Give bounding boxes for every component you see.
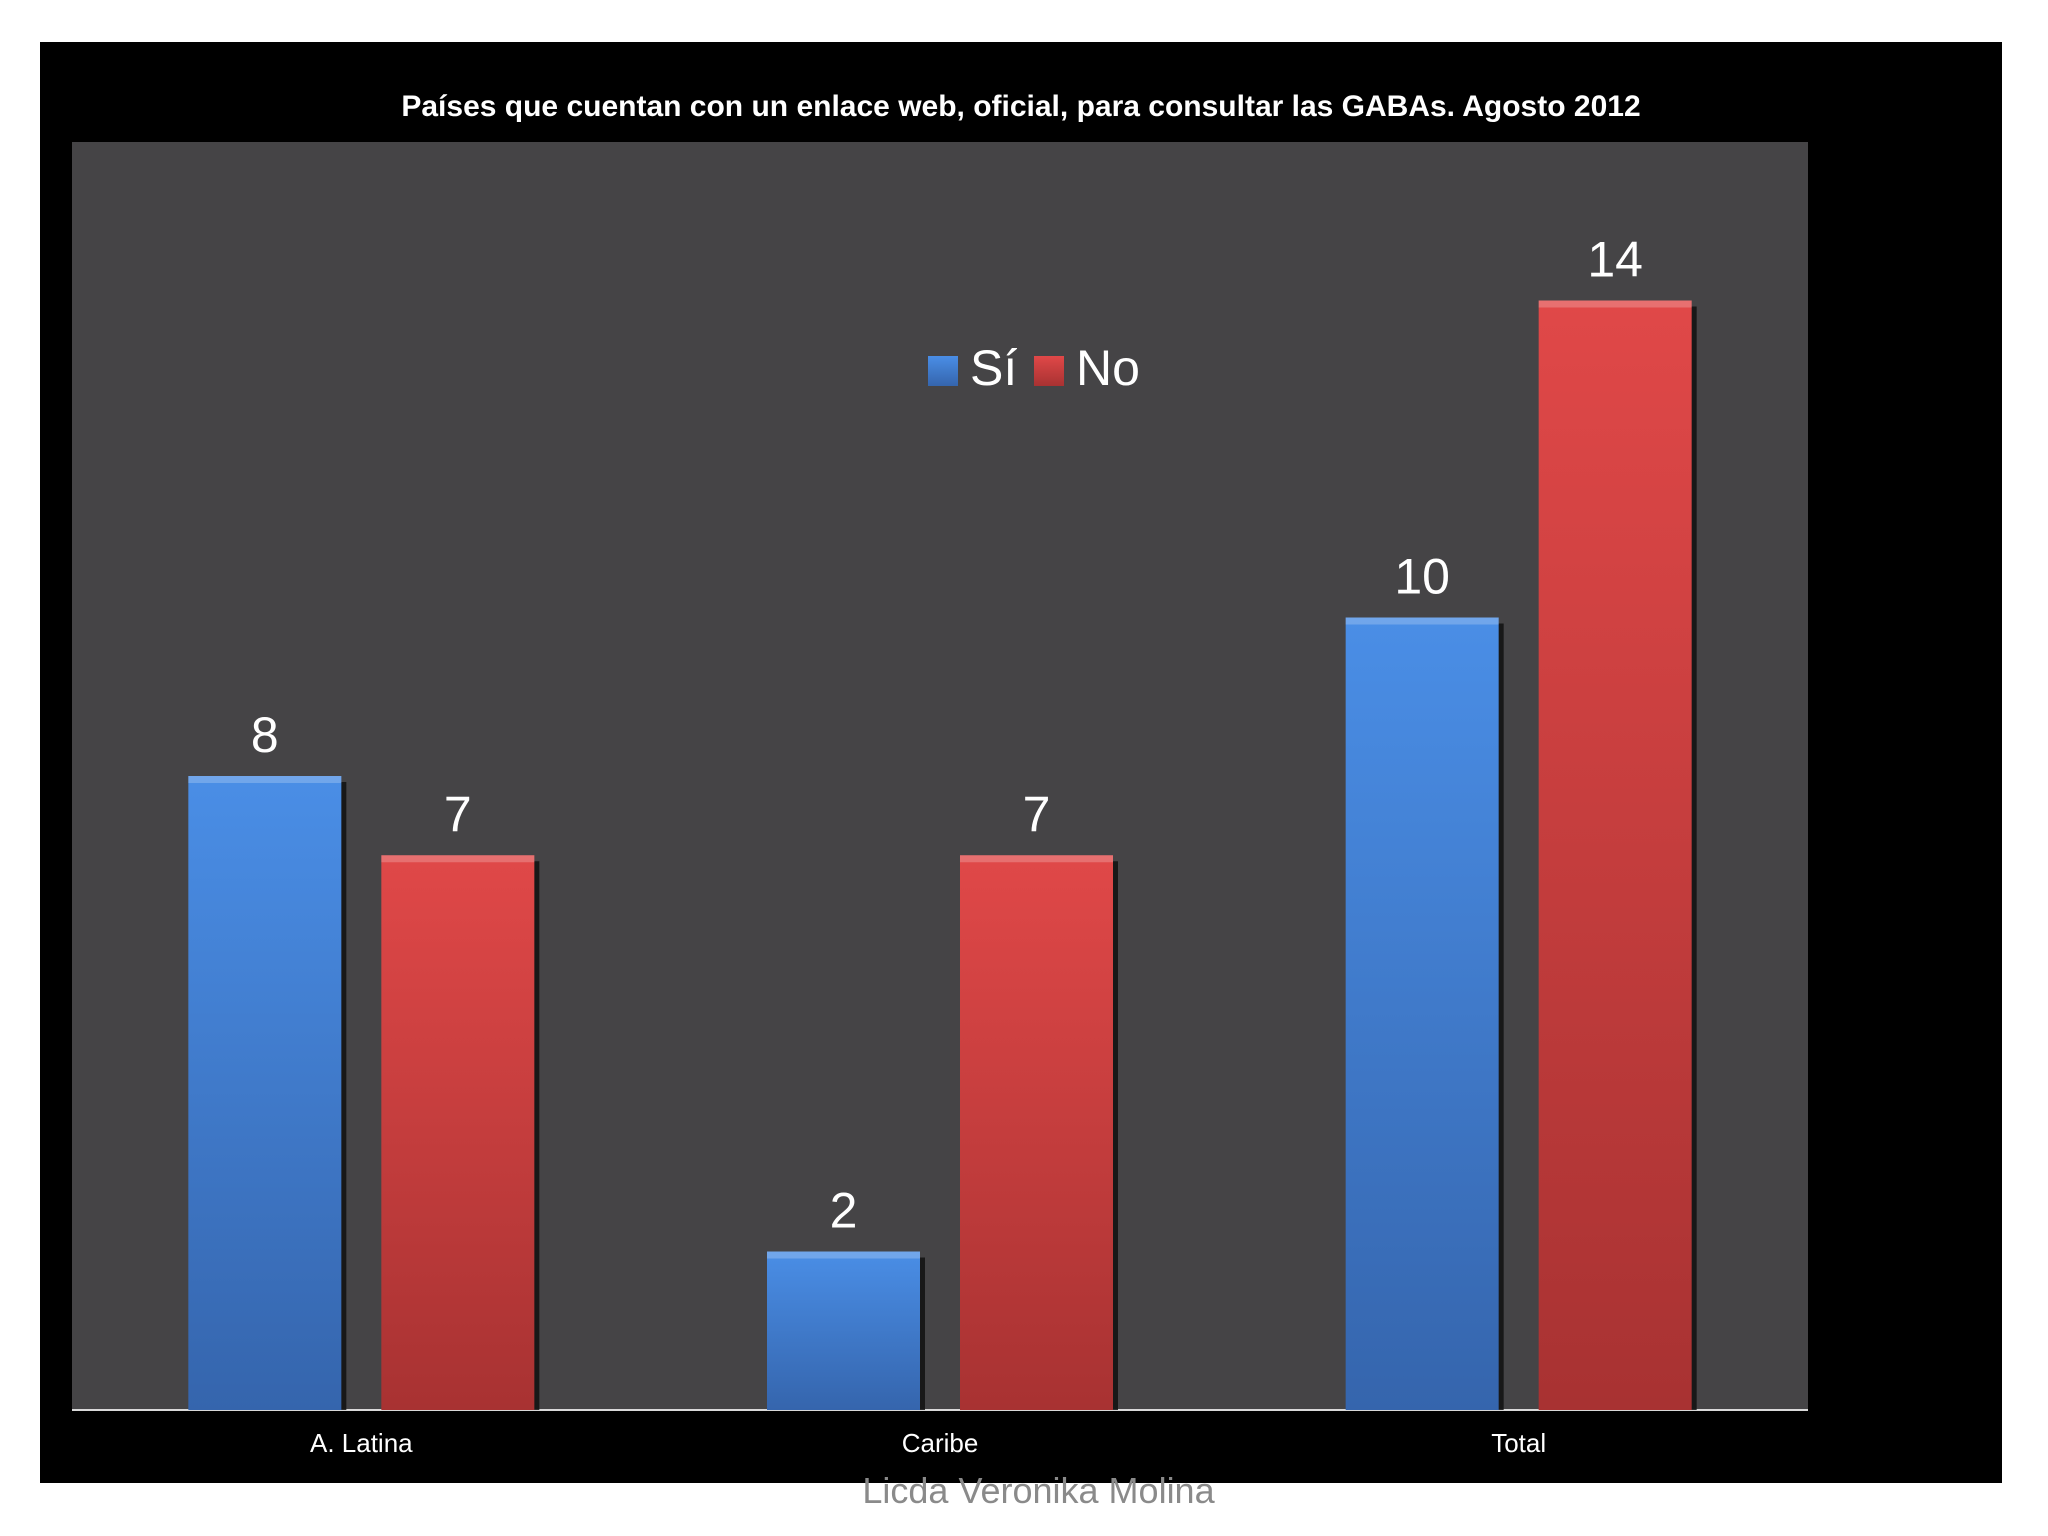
data-label: 7 xyxy=(444,786,472,842)
bar-bevel xyxy=(188,776,342,783)
x-tick-label: Caribe xyxy=(902,1428,979,1458)
bar-no-0 xyxy=(381,855,535,1410)
data-label: 8 xyxy=(251,707,279,763)
x-tick-label: Total xyxy=(1491,1428,1546,1458)
bar-bevel xyxy=(767,1251,920,1259)
legend-label-no: No xyxy=(1076,340,1140,396)
chart-slide: Países que cuentan con un enlace web, of… xyxy=(40,42,2002,1483)
footer-credit: Licda Veronika Molina xyxy=(862,1470,1215,1511)
bar-si-1 xyxy=(767,1251,920,1410)
data-label: 2 xyxy=(830,1183,858,1239)
data-label: 14 xyxy=(1587,232,1643,288)
data-label: 7 xyxy=(1023,786,1051,842)
bar-si-0 xyxy=(188,776,342,1410)
legend-swatch-si xyxy=(928,356,958,386)
legend: Sí No xyxy=(928,340,1140,396)
bar-chart: Países que cuentan con un enlace web, of… xyxy=(72,90,1808,1458)
legend-label-si: Sí xyxy=(970,340,1017,396)
bar-si-2 xyxy=(1345,617,1499,1410)
data-label: 10 xyxy=(1394,549,1450,605)
legend-swatch-no xyxy=(1034,356,1064,386)
plot-area xyxy=(72,142,1808,1410)
bar-bevel xyxy=(1345,617,1499,625)
bar-bevel xyxy=(381,855,535,863)
data-labels-group: 8 7 2 7 10 14 xyxy=(251,232,1643,1239)
bar-no-1 xyxy=(960,855,1113,1410)
bar-no-2 xyxy=(1538,300,1692,1410)
bar-bevel xyxy=(960,855,1113,863)
bars-group xyxy=(188,300,1697,1410)
bar-bevel xyxy=(1538,300,1692,308)
x-tick-label: A. Latina xyxy=(310,1428,413,1458)
chart-title: Países que cuentan con un enlace web, of… xyxy=(401,90,1640,123)
x-tick-labels-group: A. Latina Caribe Total xyxy=(310,1428,1546,1458)
